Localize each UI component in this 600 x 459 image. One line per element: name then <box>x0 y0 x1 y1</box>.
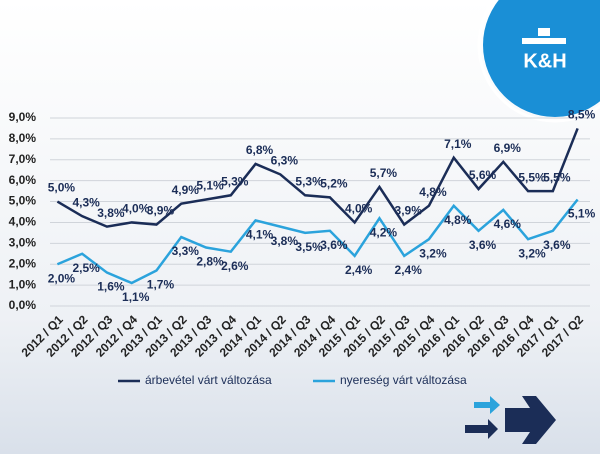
y-tick-label: 9,0% <box>9 110 37 124</box>
data-label: 1,7% <box>147 278 175 292</box>
data-label: 3,5% <box>295 240 323 254</box>
data-label: 2,4% <box>345 263 373 277</box>
data-label: 4,3% <box>72 195 100 209</box>
data-label: 3,2% <box>518 246 546 260</box>
series-line <box>56 127 579 228</box>
logo-ring <box>477 0 600 123</box>
data-label: 6,9% <box>494 141 522 155</box>
data-label: 3,8% <box>97 206 125 220</box>
legend-label: nyereség várt változása <box>340 373 467 387</box>
arrows <box>465 396 556 444</box>
data-label: 6,3% <box>271 154 299 168</box>
data-label: 4,8% <box>419 185 447 199</box>
data-label: 5,5% <box>518 170 546 184</box>
y-tick-label: 1,0% <box>9 277 37 291</box>
plot: 0,0% 1,0% 2,0% 3,0% 4,0% 5,0% 6,0% 7,0% 8,0% 9,0%… <box>9 108 596 388</box>
data-label: 5,1% <box>196 179 224 193</box>
data-label: 4,1% <box>246 228 274 242</box>
y-tick-label: 3,0% <box>9 236 37 250</box>
y-tick-label: 4,0% <box>9 215 37 229</box>
data-label: 4,6% <box>494 217 522 231</box>
data-label: 5,2% <box>320 177 348 191</box>
y-tick-label: 6,0% <box>9 173 37 187</box>
y-tick-label: 5,0% <box>9 194 37 208</box>
data-label: 5,6% <box>469 168 497 182</box>
data-label: 1,6% <box>97 280 125 294</box>
data-label: 1,1% <box>122 290 150 304</box>
logo-circle <box>483 0 600 117</box>
data-label: 5,3% <box>295 174 323 188</box>
data-label: 4,8% <box>444 213 472 227</box>
data-label: 2,6% <box>221 259 249 273</box>
data-label: 2,5% <box>72 261 100 275</box>
data-label: 6,8% <box>246 143 274 157</box>
y-tick-label: 2,0% <box>9 256 37 270</box>
data-label: 3,3% <box>172 244 200 258</box>
data-label: 4,0% <box>122 202 150 216</box>
data-label: 8,5% <box>568 108 596 122</box>
data-label: 3,6% <box>320 238 348 252</box>
data-label: 3,9% <box>395 204 423 218</box>
y-tick-label: 7,0% <box>9 152 37 166</box>
data-label: 5,7% <box>370 166 398 180</box>
data-label: 3,9% <box>147 204 175 218</box>
data-label: 3,6% <box>469 238 497 252</box>
data-label: 3,8% <box>271 234 299 248</box>
data-label: 2,0% <box>48 271 76 285</box>
data-label: 2,4% <box>395 263 423 277</box>
data-label: 7,1% <box>444 137 472 151</box>
data-label: 5,0% <box>48 181 76 195</box>
data-label: 3,6% <box>543 238 571 252</box>
series-line <box>56 198 579 285</box>
data-label: 3,2% <box>419 246 447 260</box>
legend-label: árbevétel várt változása <box>145 373 272 387</box>
data-label: 5,3% <box>221 174 249 188</box>
data-label: 5,5% <box>543 170 571 184</box>
logo-crown <box>538 28 550 36</box>
data-label: 4,0% <box>345 202 373 216</box>
data-label: 5,1% <box>568 207 596 221</box>
data-label: 4,9% <box>172 183 200 197</box>
logo-text: K&H <box>523 50 566 72</box>
logo-bar <box>522 38 566 44</box>
y-tick-label: 8,0% <box>9 131 37 145</box>
y-tick-label: 0,0% <box>9 298 37 312</box>
data-label: 4,2% <box>370 225 398 239</box>
data-label: 2,8% <box>196 255 224 269</box>
